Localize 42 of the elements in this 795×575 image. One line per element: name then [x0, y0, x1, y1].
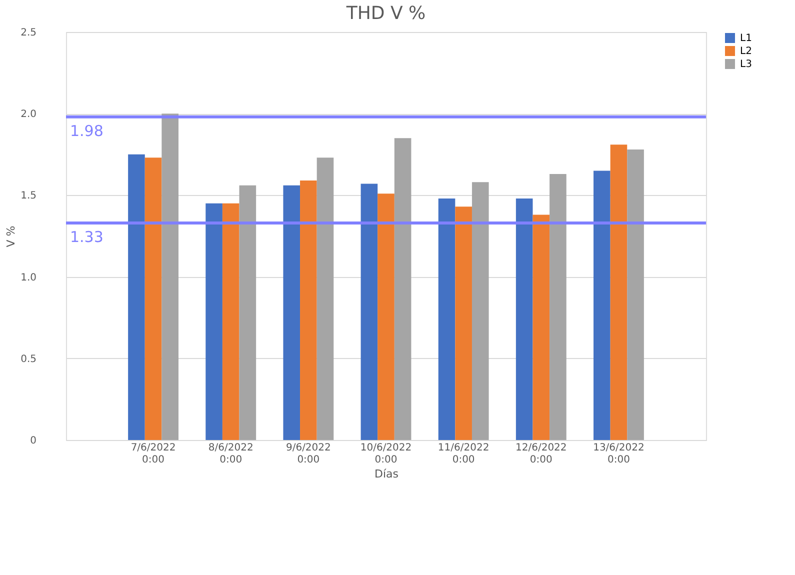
y-tick-label: 1.5 — [20, 190, 36, 202]
y-tick-label: 2.5 — [20, 28, 36, 38]
bar — [206, 203, 222, 440]
legend-label: L1 — [740, 33, 752, 44]
x-tick-label: 7/6/2022 0:00 — [130, 442, 176, 466]
bar — [594, 170, 610, 440]
x-tick-label: 8/6/2022 0:00 — [208, 442, 254, 466]
bar — [162, 114, 178, 440]
bar — [610, 144, 628, 440]
y-axis-title: V % — [4, 226, 18, 248]
bar — [128, 154, 145, 440]
bar — [300, 180, 317, 440]
x-tick-label: 12/6/2022 0:00 — [516, 442, 567, 466]
bar — [144, 158, 162, 440]
bar — [316, 158, 334, 440]
x-tick-label: 9/6/2022 0:00 — [286, 442, 331, 466]
bar — [438, 198, 456, 440]
bar — [455, 206, 472, 440]
x-tick-label: 10/6/2022 0:00 — [360, 442, 412, 466]
ref-line-label: 1.33 — [70, 228, 104, 246]
bar — [239, 185, 256, 440]
legend-label: L2 — [740, 46, 752, 57]
bar — [378, 194, 394, 440]
bar — [360, 184, 378, 440]
bar — [222, 203, 240, 440]
bar — [516, 198, 533, 440]
y-tick-label: 0 — [30, 436, 36, 446]
chart-title: THD V % — [345, 3, 426, 24]
bar — [627, 150, 644, 440]
x-tick-label: 11/6/2022 0:00 — [438, 442, 490, 466]
y-tick-label: 0.5 — [20, 354, 36, 365]
ref-line-label: 1.98 — [70, 122, 104, 140]
y-tick-label: 2.0 — [20, 109, 36, 120]
bar — [283, 185, 300, 440]
legend-label: L3 — [740, 59, 752, 70]
y-tick-label: 1.0 — [20, 272, 36, 284]
bar — [472, 182, 489, 440]
x-tick-label: 13/6/2022 0:00 — [593, 442, 644, 466]
bar — [532, 214, 550, 440]
x-axis-title: Días — [374, 468, 399, 480]
bar — [394, 138, 412, 440]
bar — [550, 174, 566, 440]
